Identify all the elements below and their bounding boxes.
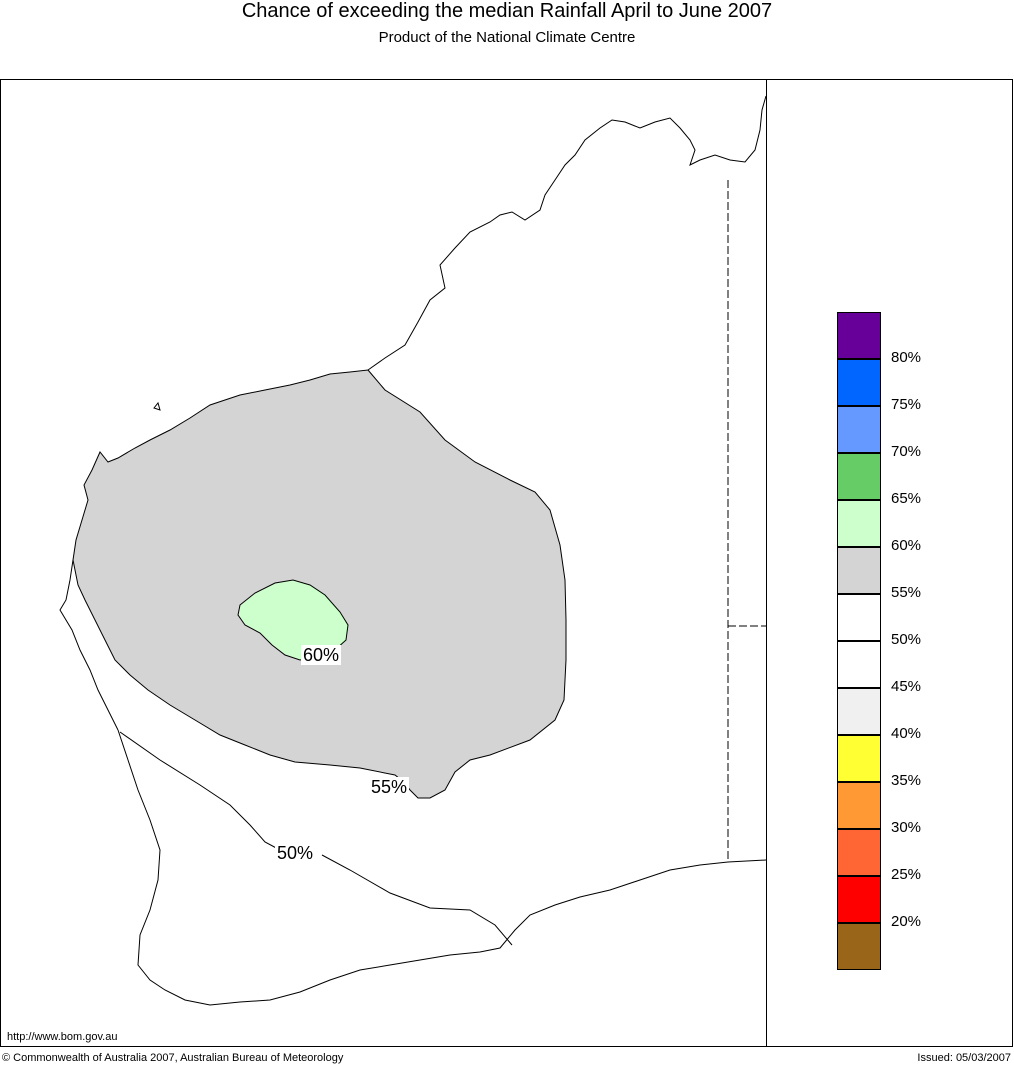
issued-date: Issued: 05/03/2007 <box>917 1052 1011 1064</box>
source-url[interactable]: http://www.bom.gov.au <box>7 1031 118 1043</box>
legend-swatch <box>837 547 881 594</box>
legend-swatch <box>837 735 881 782</box>
legend-swatch <box>837 594 881 641</box>
coastline <box>367 95 767 371</box>
legend-label: 20% <box>891 913 922 930</box>
south-coastline <box>117 729 767 1006</box>
legend-swatch <box>837 500 881 547</box>
map-frame <box>0 79 1013 1047</box>
island <box>153 401 161 411</box>
legend-swatch <box>837 876 881 923</box>
legend-label: 65% <box>891 490 922 507</box>
legend-label: 40% <box>891 725 922 742</box>
copyright-notice: © Commonwealth of Australia 2007, Austra… <box>2 1052 344 1064</box>
legend-swatch <box>837 312 881 359</box>
map-title: Chance of exceeding the median Rainfall … <box>241 0 773 22</box>
legend-swatch <box>837 406 881 453</box>
legend-label: 70% <box>891 443 922 460</box>
region-55-to-60 <box>72 369 567 799</box>
contour-50 <box>119 731 513 946</box>
contour-label-50: 50% <box>275 843 316 863</box>
legend-label: 30% <box>891 819 922 836</box>
legend-label: 80% <box>891 349 922 366</box>
map-subtitle: Product of the National Climate Centre <box>378 29 636 46</box>
legend-swatch <box>837 688 881 735</box>
legend-swatch <box>837 923 881 970</box>
legend-label: 25% <box>891 866 922 883</box>
legend-label: 55% <box>891 584 922 601</box>
legend-label: 75% <box>891 396 922 413</box>
legend-label: 60% <box>891 537 922 554</box>
legend-swatch <box>837 453 881 500</box>
legend-swatch <box>837 829 881 876</box>
contour-label-60: 60% <box>301 645 342 665</box>
legend-divider <box>766 79 767 1047</box>
legend-swatch <box>837 641 881 688</box>
legend-swatch <box>837 782 881 829</box>
west-coastline <box>59 559 119 731</box>
state-border <box>727 180 766 862</box>
legend-label: 50% <box>891 631 922 648</box>
contour-label-55: 55% <box>369 777 410 797</box>
legend-label: 35% <box>891 772 922 789</box>
legend-swatch <box>837 359 881 406</box>
legend-label: 45% <box>891 678 922 695</box>
